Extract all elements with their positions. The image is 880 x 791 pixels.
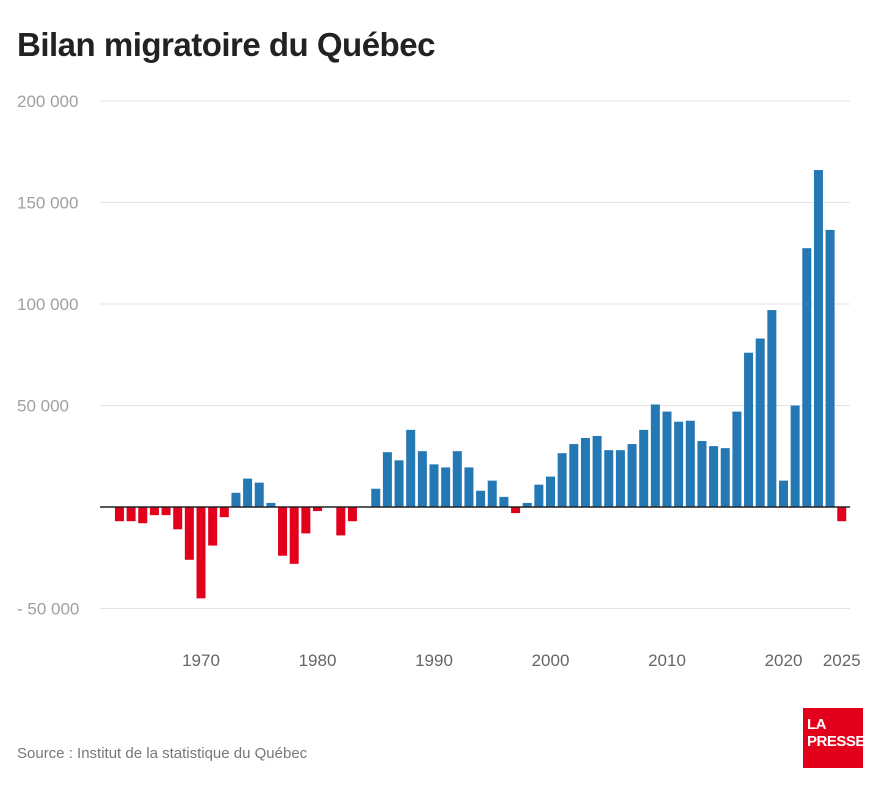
bar-2023	[813, 170, 823, 507]
bar-1970	[196, 507, 206, 599]
x-tick-label: 2020	[765, 651, 803, 670]
bar-2016	[732, 411, 742, 507]
bar-2008	[639, 429, 649, 507]
bar-1988	[406, 429, 416, 507]
bar-2024	[825, 229, 835, 507]
bar-1972	[219, 507, 229, 518]
bar-1977	[278, 507, 288, 556]
bar-1987	[394, 460, 404, 507]
bar-2022	[802, 248, 812, 508]
chart-title: Bilan migratoire du Québec	[17, 26, 435, 63]
x-tick-label: 2010	[648, 651, 686, 670]
x-tick-label: 1990	[415, 651, 453, 670]
bar-1991	[441, 467, 451, 507]
bar-1990	[429, 464, 439, 507]
bar-1998	[522, 502, 532, 507]
bar-2021	[790, 405, 800, 507]
bar-2009	[650, 404, 660, 507]
bar-2020	[779, 480, 788, 507]
x-tick-label: 2025	[823, 651, 861, 670]
bar-1980	[313, 507, 322, 512]
bar-1971	[208, 507, 218, 546]
bar-1983	[347, 507, 357, 522]
bar-1974	[243, 478, 253, 507]
bar-1964	[126, 507, 136, 522]
bar-1966	[149, 507, 159, 516]
bar-2017	[744, 352, 754, 507]
bar-1967	[161, 507, 171, 516]
bar-2025	[837, 507, 847, 522]
bar-2010	[662, 411, 672, 507]
bar-1995	[487, 480, 497, 507]
bar-1997	[511, 507, 521, 514]
bar-2007	[627, 444, 637, 507]
bar-1982	[336, 507, 346, 536]
bar-2002	[569, 444, 579, 507]
bar-2013	[697, 441, 707, 507]
bar-1978	[289, 507, 299, 564]
bar-2000	[546, 476, 555, 507]
x-tick-label: 1970	[182, 651, 220, 670]
bar-1986	[382, 452, 392, 507]
bar-2004	[592, 435, 602, 507]
bar-1996	[499, 496, 509, 507]
bar-1994	[476, 490, 486, 507]
bar-1968	[173, 507, 183, 530]
bar-1965	[138, 507, 148, 524]
x-tick-label: 2000	[532, 651, 570, 670]
bar-1985	[371, 488, 381, 507]
bar-1992	[452, 451, 462, 507]
x-tick-label: 1980	[299, 651, 337, 670]
bar-1969	[184, 507, 194, 560]
source-note: Source : Institut de la statistique du Q…	[17, 745, 308, 762]
bar-2006	[615, 450, 625, 507]
bar-1963	[114, 507, 124, 522]
bar-1999	[534, 484, 544, 507]
bar-1976	[266, 502, 276, 507]
bar-2011	[674, 421, 684, 507]
bar-1989	[417, 451, 427, 507]
bar-2015	[720, 448, 730, 507]
bar-2019	[767, 310, 777, 507]
y-tick-label: 150 000	[17, 194, 78, 213]
bar-2005	[604, 450, 614, 507]
bar-1993	[464, 467, 474, 507]
bar-2014	[709, 446, 719, 507]
bar-1979	[301, 507, 311, 534]
y-tick-label: 200 000	[17, 92, 78, 111]
la-presse-logo: LA PRESSE	[803, 708, 865, 768]
bar-2003	[580, 437, 590, 507]
y-tick-label: 50 000	[17, 397, 69, 416]
bar-1973	[231, 492, 241, 507]
y-tick-label: 100 000	[17, 295, 78, 314]
bar-2012	[685, 420, 695, 507]
bar-2018	[755, 338, 765, 507]
bar-2001	[557, 453, 567, 507]
bar-chart: 200 000 150 000 100 000 50 000 - 50 000 1970 1…	[17, 92, 861, 670]
y-tick-label: - 50 000	[17, 600, 79, 619]
bar-1975	[254, 482, 264, 507]
